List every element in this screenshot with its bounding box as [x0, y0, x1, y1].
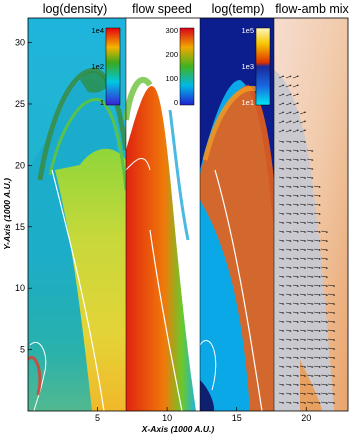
colorbar-density-tick: 1e2: [91, 62, 104, 71]
colorbar-speed-tick: 300: [165, 26, 178, 35]
colorbar-temp-tick: 1e5: [241, 26, 254, 35]
y-tick-label: 5: [20, 345, 25, 355]
panel-mix: [274, 18, 348, 411]
y-axis-label: Y-Axis (1000 A.U.): [2, 178, 12, 250]
panel-title-temp: log(temp): [212, 2, 265, 16]
x-tick-label: 15: [232, 413, 242, 423]
colorbar-speed-bar: [180, 28, 194, 105]
panel-title-mix: flow-amb mix: [275, 2, 349, 16]
colorbar-temp-bar: [256, 28, 270, 105]
y-tick-label: 15: [15, 222, 25, 232]
colorbar-speed-tick: 0: [174, 98, 178, 107]
colorbar-temp-tick: 1e1: [241, 98, 254, 107]
y-tick-label: 10: [15, 283, 25, 293]
x-tick-label: 20: [301, 413, 311, 423]
y-tick-label: 25: [15, 99, 25, 109]
y-tick-label: 20: [15, 160, 25, 170]
x-tick-label: 5: [95, 413, 100, 423]
panel-title-density: log(density): [43, 2, 108, 16]
colorbar-speed-tick: 100: [165, 74, 178, 83]
colorbar-density-tick: 1: [100, 98, 104, 107]
y-tick-label: 30: [15, 38, 25, 48]
colorbar-density-bar: [106, 28, 120, 105]
x-tick-label: 10: [162, 413, 172, 423]
colorbar-density-tick: 1e4: [91, 26, 104, 35]
panel-title-speed: flow speed: [132, 2, 192, 16]
x-axis-label: X-Axis (1000 A.U.): [141, 424, 215, 434]
colorbar-temp-tick: 1e3: [241, 62, 254, 71]
colorbar-speed-tick: 200: [165, 50, 178, 59]
